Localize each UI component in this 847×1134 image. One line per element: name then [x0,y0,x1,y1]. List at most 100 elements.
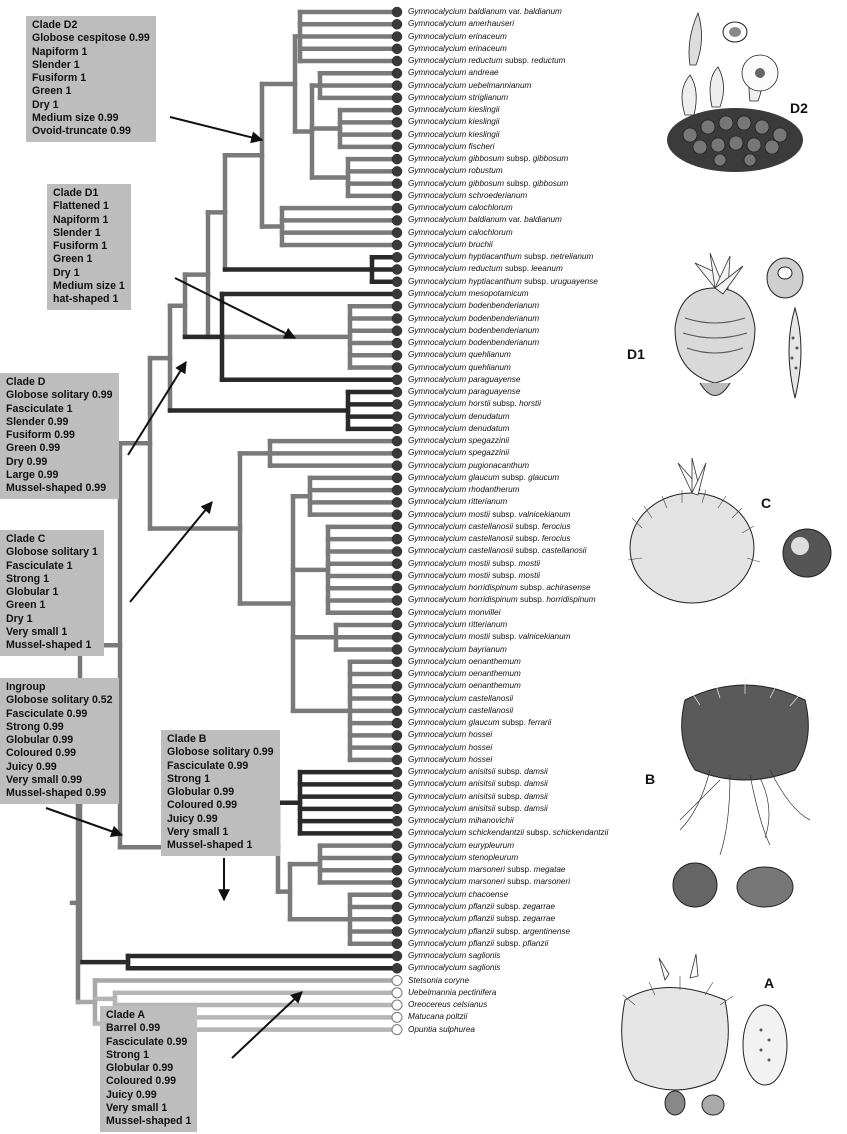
taxon-label: Gymnocalycium anisitsii subsp. damsii [408,791,548,803]
illustration-d1 [674,252,804,399]
pointer-arrow [129,501,213,603]
taxon-genus: Gymnocalycium [408,141,467,151]
taxon-genus: Gymnocalycium [408,816,467,826]
taxon-epithet: hossei [468,730,493,740]
taxon-label: Gymnocalycium kieslingii [408,104,499,116]
taxon-rank: subsp. [504,56,530,66]
tip-node [391,950,403,962]
taxon-infraspecific: ferrarii [528,718,552,728]
tip-node [391,644,403,655]
tip-node [391,815,403,827]
clade-b-trait: Globose solitary 0.99 [167,746,274,759]
taxon-genus: Gymnocalycium [408,80,467,90]
taxon-epithet: reductum [468,264,503,274]
clade-b-box: Clade B Globose solitary 0.99 Fasciculat… [161,730,280,856]
taxon-label: Gymnocalycium mostii subsp. valnicekianu… [408,509,571,521]
clade-a-title: Clade A [106,1009,146,1021]
taxon-genus: Gymnocalycium [408,693,467,703]
tip-node [391,68,403,79]
clade-d2-trait: Napiform 1 [32,45,88,58]
taxon-label: Gymnocalycium baldianum var. baldianum [408,214,562,226]
tip-node [391,595,403,606]
taxon-genus: Gymnocalycium [408,963,467,973]
taxon-genus: Gymnocalycium [408,227,467,237]
tip-node [391,313,403,324]
taxon-label: Gymnocalycium pugionacanthum [408,460,529,472]
taxon-epithet: erinaceum [468,31,507,41]
tip-node [391,92,403,104]
tip-node [391,276,403,287]
illustration-label-d1: D1 [627,346,645,362]
taxon-epithet: hyptiacanthum [468,276,522,286]
taxon-label: Gymnocalycium glaucum subsp. glaucum [408,472,559,484]
taxon-label: Gymnocalycium fischeri [408,141,494,153]
taxon-infraspecific: horridispinum [546,595,596,605]
taxon-epithet: mostii [468,558,490,568]
illustration-b [672,678,811,908]
clade-a-trait: Barrel 0.99 [106,1022,161,1035]
tip-node [391,55,403,67]
taxon-genus: Gymnocalycium [408,19,467,29]
taxon-genus: Gymnocalycium [408,215,467,225]
taxon-label: Gymnocalycium mostii subsp. valnicekianu… [408,631,571,643]
taxon-label: Gymnocalycium baldianum var. baldianum [408,6,562,18]
taxon-genus: Opuntia [408,1024,437,1034]
taxon-label: Gymnocalycium calochlorum [408,227,513,239]
taxon-infraspecific: reductum [531,56,566,66]
taxon-label: Gymnocalycium andreae [408,67,499,79]
taxon-genus: Gymnocalycium [408,301,467,311]
tip-node [391,681,403,692]
clade-d1-trait: Dry 1 [53,266,80,279]
tip-node [391,460,403,471]
taxon-genus: Oreocereus [408,1000,451,1010]
taxon-genus: Gymnocalycium [408,632,467,642]
tip-node [391,668,403,680]
taxon-genus: Gymnocalycium [408,411,467,421]
tip-node [391,754,403,766]
clade-a-trait: Mussel-shaped 1 [106,1115,192,1128]
tip-node [391,153,403,165]
taxon-label: Gymnocalycium bodenbenderianum [408,325,539,337]
taxon-label: Gymnocalycium robustum [408,165,503,177]
tip-node [391,6,403,18]
taxon-genus: Stetsonia [408,975,443,985]
taxon-genus: Gymnocalycium [408,865,467,875]
taxon-label: Gymnocalycium mostii subsp. mostii [408,558,540,570]
taxon-epithet: ritterianum [468,620,508,629]
taxon-epithet: bodenbenderianum [468,338,540,348]
taxon-epithet: paraguayense [468,374,521,384]
ingroup-trait: Very small 0.99 [6,774,82,787]
taxon-epithet: gibbosum [468,154,505,164]
taxon-infraspecific: schickendantzii [552,828,609,838]
tip-node [391,215,403,226]
taxon-infraspecific: marsoneri [533,877,571,887]
clade-b-trait: Coloured 0.99 [167,799,238,812]
pointer-arrow [169,116,264,144]
taxon-rank: subsp. [492,399,517,409]
taxon-genus: Gymnocalycium [408,718,467,728]
tip-node [391,386,403,398]
taxon-genus: Gymnocalycium [408,154,467,164]
tip-node [391,607,403,618]
clade-a-trait: Very small 1 [106,1102,168,1115]
ingroup-box: Ingroup Globose solitary 0.52 Fasciculat… [0,678,119,804]
taxon-label: Gymnocalycium castellanosii [408,693,513,705]
taxon-rank: subsp. [515,546,540,556]
ingroup-trait: Mussel-shaped 0.99 [6,787,107,800]
taxon-infraspecific: pflanzii [522,938,549,948]
taxon-infraspecific: castellanosii [541,546,587,556]
clade-c-box: Clade C Globose solitary 1 Fasciculate 1… [0,530,104,656]
tip-node [391,717,403,729]
tip-node [391,350,403,361]
tip-node [391,497,403,508]
taxon-epithet: glaucum [468,472,500,482]
clade-a-trait: Fasciculate 0.99 [106,1035,188,1048]
taxon-infraspecific: ferocius [541,534,571,544]
tip-node [391,975,403,987]
taxon-epithet: reductum [468,56,503,66]
taxon-label: Gymnocalycium anisitsii subsp. damsii [408,766,548,778]
tip-node [391,43,403,55]
taxon-genus: Gymnocalycium [408,497,467,507]
taxon-label: Gymnocalycium stenopleurum [408,852,518,864]
taxon-rank: subsp. [507,865,532,875]
